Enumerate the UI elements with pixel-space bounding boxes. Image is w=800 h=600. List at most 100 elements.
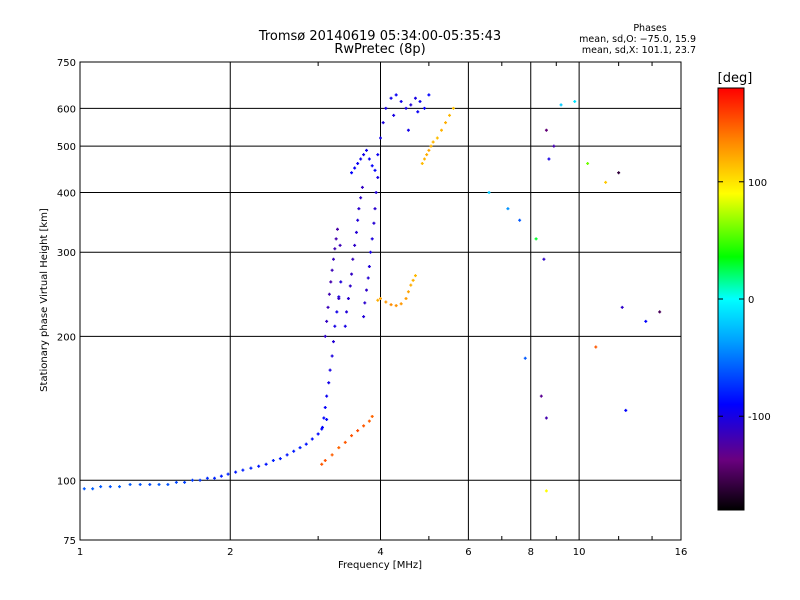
data-point — [99, 485, 103, 489]
data-point — [658, 310, 662, 314]
data-point — [399, 100, 403, 104]
data-point — [338, 243, 342, 247]
data-point — [285, 453, 289, 457]
data-point — [379, 136, 382, 140]
data-point — [183, 480, 187, 484]
y-tick-label: 500 — [57, 142, 76, 153]
data-point — [327, 381, 331, 385]
data-point — [343, 324, 347, 328]
data-point — [594, 345, 598, 349]
data-point — [435, 136, 439, 140]
x-tick-label: 2 — [227, 547, 233, 558]
data-point — [379, 297, 382, 301]
data-point — [345, 310, 349, 314]
data-point — [356, 161, 360, 165]
data-point — [451, 106, 455, 110]
x-tick-label: 16 — [675, 547, 688, 558]
data-point — [325, 394, 329, 398]
data-point — [350, 434, 354, 438]
data-point — [394, 304, 398, 308]
data-point — [326, 305, 330, 309]
data-point — [339, 280, 343, 284]
data-point — [381, 121, 385, 125]
data-point — [416, 110, 420, 114]
data-point — [310, 437, 314, 441]
data-point — [444, 121, 448, 125]
data-point — [518, 218, 522, 222]
data-point — [356, 429, 360, 433]
data-point — [440, 128, 443, 132]
data-point — [327, 292, 331, 296]
axis-ticks: 1 2 4 6 8 10 16 75 100 200 300 400 500 600 750 — [57, 58, 687, 558]
data-point — [376, 175, 380, 179]
data-point — [213, 476, 217, 480]
data-point — [429, 144, 433, 148]
data-point — [373, 207, 377, 211]
data-point — [369, 250, 373, 254]
x-tick-label: 6 — [465, 547, 471, 558]
data-point — [298, 446, 302, 450]
data-point — [422, 106, 426, 110]
data-point — [357, 207, 361, 211]
data-point — [331, 340, 335, 344]
data-point — [547, 157, 551, 161]
data-point — [389, 96, 393, 100]
data-point — [409, 103, 413, 107]
data-point — [624, 408, 628, 412]
data-point — [406, 128, 410, 132]
data-point — [330, 268, 334, 272]
data-point — [427, 148, 431, 152]
data-point — [487, 190, 491, 194]
data-point — [334, 237, 338, 241]
data-point — [404, 297, 408, 301]
x-tick-label: 1 — [77, 547, 83, 558]
data-point — [418, 100, 422, 104]
data-point — [422, 157, 426, 161]
data-point — [406, 290, 410, 294]
data-point — [586, 161, 590, 165]
colorbar-tick-label: 100 — [748, 178, 767, 189]
y-tick-label: 200 — [57, 332, 76, 343]
y-axis-label: Stationary phase Virtual Height [km] — [39, 208, 50, 392]
data-point — [365, 288, 369, 292]
colorbar-tick-label: 0 — [748, 295, 754, 306]
data-point — [138, 482, 142, 486]
data-point — [328, 368, 332, 372]
data-point — [425, 153, 429, 157]
data-point — [333, 324, 337, 328]
data-point — [366, 276, 370, 280]
data-point — [365, 148, 369, 152]
data-point — [392, 113, 396, 117]
data-point — [362, 153, 366, 157]
data-point — [330, 453, 334, 457]
x-tick-label: 4 — [377, 547, 383, 558]
data-point — [359, 196, 363, 200]
data-point — [350, 272, 354, 276]
data-point — [190, 478, 194, 482]
data-point — [325, 418, 329, 422]
data-point — [198, 478, 202, 482]
data-point — [620, 305, 624, 309]
data-point — [166, 482, 170, 486]
chart-title: Tromsø 20140619 05:34:00-05:35:43 — [258, 29, 501, 44]
data-point — [394, 93, 398, 97]
data-point — [542, 257, 546, 261]
data-point — [320, 462, 324, 466]
data-point — [404, 106, 408, 110]
data-point — [348, 284, 352, 288]
data-point — [534, 237, 538, 241]
data-point — [552, 144, 556, 148]
data-point — [420, 161, 424, 165]
stats-heading: Phases — [633, 23, 666, 34]
data-point — [370, 414, 374, 418]
data-point — [353, 243, 357, 247]
data-point — [573, 100, 577, 104]
data-point — [384, 106, 388, 110]
data-point — [325, 319, 329, 323]
data-point — [304, 442, 308, 446]
data-point — [353, 166, 357, 170]
data-point — [544, 416, 548, 420]
data-point — [264, 462, 268, 466]
y-tick-label: 75 — [63, 536, 76, 547]
